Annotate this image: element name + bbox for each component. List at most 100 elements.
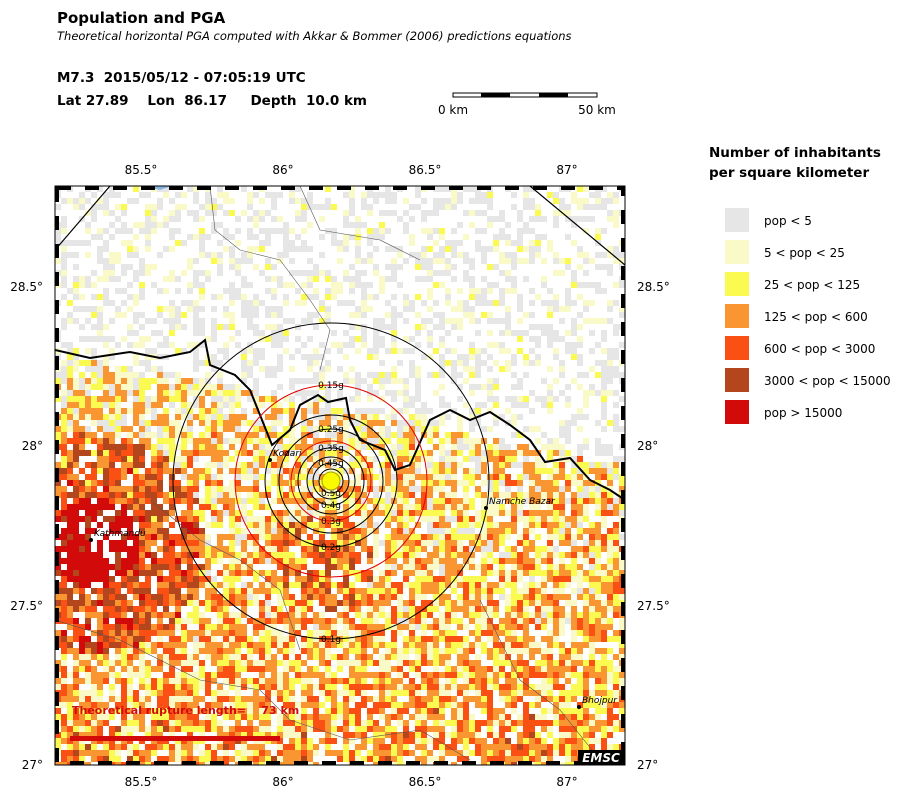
population-cell <box>217 294 223 300</box>
population-cell <box>433 504 439 510</box>
population-cell <box>259 462 265 468</box>
population-cell <box>403 534 409 540</box>
population-cell <box>493 486 499 492</box>
population-cell <box>373 522 379 528</box>
population-cell <box>361 342 367 348</box>
population-cell <box>265 312 271 318</box>
population-cell <box>547 192 553 198</box>
population-cell <box>343 570 349 576</box>
population-cell <box>505 474 511 480</box>
population-cell <box>61 318 67 324</box>
population-cell <box>229 282 235 288</box>
population-cell <box>259 534 265 540</box>
population-cell <box>403 468 409 474</box>
population-cell <box>295 654 301 660</box>
population-cell <box>523 192 529 198</box>
population-cell <box>301 210 307 216</box>
population-cell <box>325 594 331 600</box>
population-cell <box>565 342 571 348</box>
population-cell <box>391 324 397 330</box>
population-cell <box>127 522 133 528</box>
population-cell <box>337 426 343 432</box>
population-cell <box>613 456 619 462</box>
population-cell <box>181 312 187 318</box>
population-cell <box>349 222 355 228</box>
population-cell <box>223 288 229 294</box>
population-cell <box>211 492 217 498</box>
population-cell <box>349 564 355 570</box>
population-cell <box>319 408 325 414</box>
population-cell <box>247 300 253 306</box>
population-cell <box>253 642 259 648</box>
population-cell <box>241 534 247 540</box>
population-cell <box>403 636 409 642</box>
population-cell <box>85 282 91 288</box>
population-cell <box>487 354 493 360</box>
population-cell <box>109 384 115 390</box>
population-cell <box>337 666 343 672</box>
population-cell <box>367 228 373 234</box>
population-cell <box>55 546 61 552</box>
population-cell <box>175 612 181 618</box>
population-cell <box>133 486 139 492</box>
population-cell <box>565 384 571 390</box>
population-cell <box>403 432 409 438</box>
population-cell <box>613 222 619 228</box>
population-cell <box>133 300 139 306</box>
population-cell <box>313 378 319 384</box>
population-cell <box>121 372 127 378</box>
population-cell <box>433 588 439 594</box>
population-cell <box>391 534 397 540</box>
population-cell <box>409 240 415 246</box>
population-cell <box>217 426 223 432</box>
population-cell <box>253 630 259 636</box>
population-cell <box>121 654 127 660</box>
population-cell <box>325 462 331 468</box>
population-cell <box>133 516 139 522</box>
population-cell <box>595 198 601 204</box>
population-cell <box>517 642 523 648</box>
population-cell <box>103 390 109 396</box>
population-cell <box>427 408 433 414</box>
population-cell <box>481 522 487 528</box>
population-cell <box>151 432 157 438</box>
population-cell <box>487 564 493 570</box>
population-cell <box>187 426 193 432</box>
population-cell <box>355 660 361 666</box>
population-cell <box>517 552 523 558</box>
population-cell <box>307 540 313 546</box>
population-cell <box>61 324 67 330</box>
population-cell <box>379 192 385 198</box>
population-cell <box>253 426 259 432</box>
population-cell <box>73 534 79 540</box>
population-cell <box>121 642 127 648</box>
population-cell <box>223 504 229 510</box>
population-cell <box>523 582 529 588</box>
population-cell <box>517 588 523 594</box>
population-cell <box>253 516 259 522</box>
population-cell <box>139 360 145 366</box>
population-cell <box>73 570 79 576</box>
population-cell <box>469 504 475 510</box>
population-cell <box>433 498 439 504</box>
population-cell <box>607 492 613 498</box>
population-cell <box>541 612 547 618</box>
population-cell <box>349 438 355 444</box>
population-cell <box>577 336 583 342</box>
population-cell <box>559 642 565 648</box>
population-cell <box>319 576 325 582</box>
population-cell <box>175 444 181 450</box>
population-cell <box>601 396 607 402</box>
population-cell <box>145 606 151 612</box>
population-cell <box>439 336 445 342</box>
population-cell <box>289 624 295 630</box>
population-cell <box>313 354 319 360</box>
population-cell <box>121 378 127 384</box>
population-cell <box>451 276 457 282</box>
population-cell <box>391 276 397 282</box>
population-cell <box>463 210 469 216</box>
population-cell <box>493 498 499 504</box>
population-cell <box>103 300 109 306</box>
population-cell <box>289 540 295 546</box>
population-cell <box>577 582 583 588</box>
